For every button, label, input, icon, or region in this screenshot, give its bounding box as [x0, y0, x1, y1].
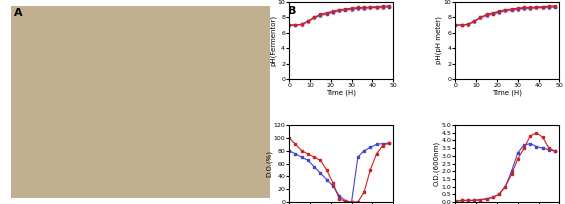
Y-axis label: pH(pH meter): pH(pH meter) [436, 17, 442, 64]
X-axis label: Time (H): Time (H) [326, 90, 356, 96]
Y-axis label: D.O.(%): D.O.(%) [266, 150, 272, 177]
Text: B: B [288, 6, 297, 16]
Y-axis label: pH(Fermentor): pH(Fermentor) [270, 15, 276, 66]
Text: A: A [14, 8, 23, 18]
X-axis label: Time (H): Time (H) [493, 90, 523, 96]
FancyBboxPatch shape [11, 6, 270, 198]
Y-axis label: O.D.(600nm): O.D.(600nm) [433, 141, 440, 186]
